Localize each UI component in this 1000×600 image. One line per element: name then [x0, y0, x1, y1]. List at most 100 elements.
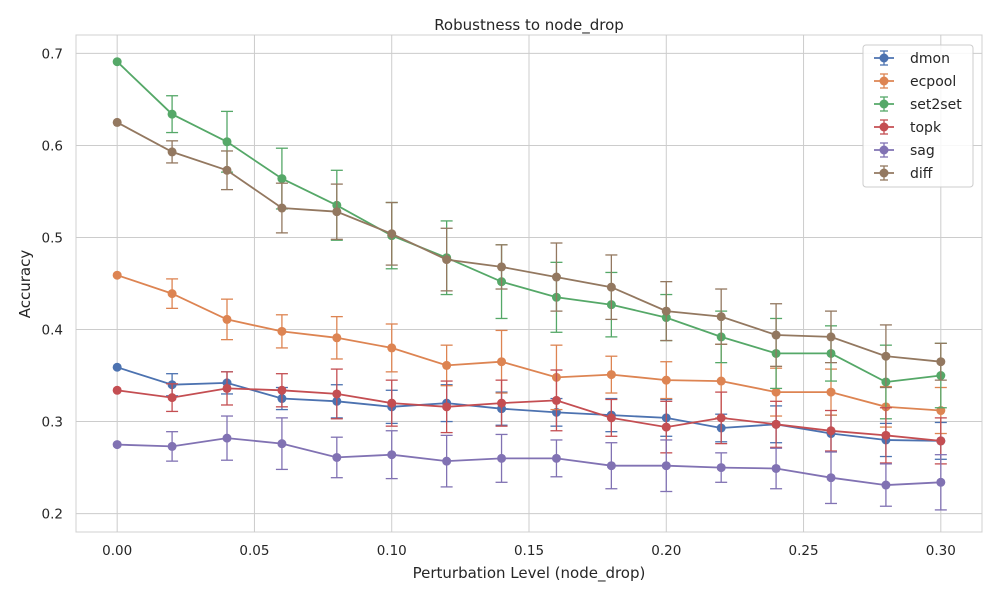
data-point	[771, 387, 781, 397]
legend-item-topk: topk	[874, 119, 942, 136]
y-tick-label: 0.3	[42, 415, 63, 431]
data-point	[442, 255, 452, 265]
data-point	[222, 314, 232, 324]
legend-label: set2set	[910, 97, 962, 113]
data-point	[497, 357, 507, 367]
data-point	[222, 165, 232, 175]
data-point	[771, 463, 781, 473]
data-point	[167, 441, 177, 451]
data-point	[387, 229, 397, 239]
series-line	[116, 121, 941, 363]
legend-marker	[879, 168, 889, 178]
legend-marker	[879, 76, 889, 86]
data-point	[716, 413, 726, 423]
data-point	[332, 452, 342, 462]
data-point	[497, 262, 507, 272]
y-tick-label: 0.5	[42, 230, 63, 246]
data-point	[551, 272, 561, 282]
x-axis-label: Perturbation Level (node_drop)	[413, 564, 646, 583]
data-point	[112, 57, 122, 67]
data-point	[661, 461, 671, 471]
series-line	[116, 274, 941, 412]
data-point	[332, 389, 342, 399]
data-point	[112, 117, 122, 127]
data-point	[112, 385, 122, 395]
legend: dmon ecpool set2set topk sag diff	[862, 44, 974, 188]
data-point	[442, 360, 452, 370]
x-tick-label: 0.25	[789, 543, 819, 559]
data-point	[222, 137, 232, 147]
data-point	[222, 433, 232, 443]
legend-marker	[879, 145, 889, 155]
data-point	[277, 439, 287, 449]
data-point	[936, 357, 946, 367]
data-point	[661, 422, 671, 432]
data-point	[332, 207, 342, 217]
x-tick-label: 0.30	[926, 543, 956, 559]
data-point	[277, 385, 287, 395]
legend-marker	[879, 53, 889, 63]
data-point	[167, 393, 177, 403]
y-axis-label: Accuracy	[16, 250, 34, 319]
data-point	[277, 174, 287, 184]
legend-label: diff	[910, 166, 933, 182]
data-point	[167, 109, 177, 119]
data-point	[167, 147, 177, 157]
data-point	[826, 387, 836, 397]
data-point	[112, 362, 122, 372]
series-diff	[112, 117, 947, 389]
x-tick-label: 0.15	[514, 543, 544, 559]
x-axis: 0.00 0.05 0.10 0.15 0.20 0.25 0.30	[102, 543, 956, 559]
x-tick-label: 0.10	[377, 543, 407, 559]
data-point	[881, 480, 891, 490]
x-tick-label: 0.20	[651, 543, 681, 559]
legend-marker	[879, 99, 889, 109]
data-point	[661, 306, 671, 316]
series-sag	[112, 415, 947, 511]
y-tick-label: 0.6	[42, 138, 63, 154]
data-point	[277, 203, 287, 213]
data-point	[716, 463, 726, 473]
x-tick-label: 0.05	[239, 543, 269, 559]
data-point	[606, 461, 616, 471]
data-point	[606, 282, 616, 292]
legend-label: dmon	[910, 51, 950, 67]
series-line	[117, 437, 941, 487]
data-point	[497, 453, 507, 463]
data-point	[881, 351, 891, 361]
data-point	[387, 343, 397, 353]
data-point	[387, 450, 397, 460]
data-point	[387, 398, 397, 408]
data-point	[277, 326, 287, 336]
x-tick-label: 0.00	[102, 543, 132, 559]
data-point	[661, 375, 671, 385]
legend-label: sag	[910, 143, 935, 159]
y-tick-label: 0.7	[42, 46, 63, 62]
data-point	[606, 413, 616, 423]
legend-label: ecpool	[910, 74, 956, 90]
legend-marker	[879, 122, 889, 132]
series-line	[116, 366, 941, 442]
data-point	[716, 376, 726, 386]
data-point	[497, 398, 507, 408]
data-point	[112, 270, 122, 280]
data-point	[551, 453, 561, 463]
y-tick-label: 0.4	[42, 323, 63, 339]
y-axis: 0.2 0.3 0.4 0.5 0.6 0.7	[42, 46, 63, 522]
data-point	[222, 383, 232, 393]
legend-item-sag: sag	[874, 142, 935, 159]
data-point	[826, 473, 836, 483]
legend-label: topk	[910, 120, 942, 136]
data-point	[881, 430, 891, 440]
data-point	[332, 333, 342, 343]
legend-item-set2set: set2set	[874, 96, 962, 113]
legend-item-diff: diff	[874, 165, 933, 182]
data-point	[771, 419, 781, 429]
data-point	[442, 402, 452, 412]
legend-item-ecpool: ecpool	[874, 73, 956, 90]
data-point	[771, 330, 781, 340]
chart-title: Robustness to node_drop	[434, 16, 624, 35]
data-point	[826, 332, 836, 342]
y-tick-label: 0.2	[42, 507, 63, 523]
